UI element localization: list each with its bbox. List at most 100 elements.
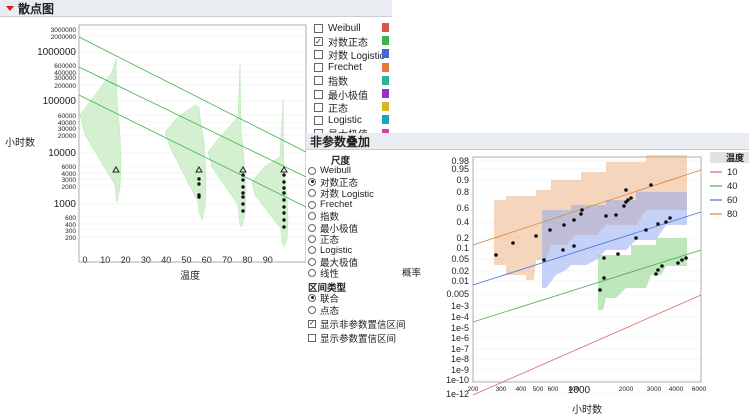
overlay-x-tick: 2000 <box>619 386 634 393</box>
scatter-y-tick: 4000 <box>62 171 77 178</box>
legend-label: 对数正态 <box>328 37 368 49</box>
scale-option-7[interactable]: Logistic <box>308 245 352 256</box>
radio-button[interactable] <box>308 257 316 266</box>
legend-item-4[interactable]: 指数 <box>314 74 348 88</box>
scatter-y-tick: 2000000 <box>51 34 77 41</box>
distribution-legend: Weibull ✓ 对数正态 对数 Logistic Frechet 指数 最小极值 正态 Lo… <box>314 21 392 141</box>
scale-option-0[interactable]: Weibull <box>308 165 351 176</box>
legend-item-6[interactable]: 正态 <box>314 100 348 115</box>
scale-option-8[interactable]: 最大极值 <box>308 256 358 269</box>
collapse-triangle-icon[interactable] <box>6 5 14 11</box>
checkbox[interactable] <box>308 333 316 342</box>
scatter-y-tick: 100000 <box>43 96 77 107</box>
legend-checkbox[interactable] <box>314 89 323 99</box>
legend-label: 80 <box>727 209 738 220</box>
overlay-x-tick: 300 <box>496 386 507 393</box>
overlay-x-tick: 1000 <box>568 385 591 396</box>
scatter-y-tick: 3000 <box>62 177 77 184</box>
interval-option-0[interactable]: 联合 <box>308 292 340 305</box>
scatter-y-tick: 2000 <box>62 184 77 191</box>
radio-button[interactable] <box>308 200 316 209</box>
scale-option-9[interactable]: 线性 <box>308 268 339 280</box>
legend-title: 温度 <box>726 152 745 163</box>
scatter-x-tick: 30 <box>141 255 151 265</box>
overlay-point <box>562 223 566 227</box>
overlay-point <box>644 228 648 232</box>
radio-button[interactable] <box>308 212 316 221</box>
legend-item-1[interactable]: ✓ 对数正态 <box>314 34 368 49</box>
scatter-y-tick: 3000000 <box>51 27 77 34</box>
scatter-ylabel: 小时数 <box>5 138 35 149</box>
overlay-y-tick: 0.4 <box>456 217 469 227</box>
overlay-x-tick: 800 <box>569 386 580 393</box>
radio-button[interactable] <box>308 177 316 186</box>
display-checkbox-0[interactable]: ✓ 显示非参数置信区间 <box>308 318 406 331</box>
overlay-y-tick: 0.6 <box>456 203 469 213</box>
legend-item-2[interactable]: 对数 Logistic <box>314 47 385 62</box>
scatter-y-tick: 300000 <box>54 75 76 82</box>
scatter-x-tick: 80 <box>242 255 252 265</box>
overlay-point <box>654 272 658 276</box>
radio-button[interactable] <box>308 269 316 278</box>
legend-checkbox[interactable] <box>314 115 323 125</box>
scatter-point <box>241 178 245 182</box>
scatter-points <box>197 173 286 229</box>
overlay-point <box>511 241 515 245</box>
overlay-point <box>561 248 565 252</box>
radio-button[interactable] <box>308 293 316 302</box>
overlay-y-tick: 0.05 <box>451 254 469 264</box>
overlay-x-tick: 400 <box>516 386 527 393</box>
legend-checkbox[interactable] <box>314 102 323 112</box>
radio-button[interactable] <box>308 166 316 175</box>
scatter-x-tick: 60 <box>202 255 212 265</box>
legend-checkbox[interactable] <box>314 63 323 73</box>
scatter-x-tick: 20 <box>121 255 131 265</box>
overlay-x-tick: 500 <box>533 386 544 393</box>
legend-label: 对数 Logistic <box>328 50 385 62</box>
scatter-y-tick: 200000 <box>54 83 76 90</box>
legend-color-swatch <box>382 23 389 32</box>
scale-option-2[interactable]: 对数 Logistic <box>308 188 374 200</box>
scatter-header[interactable]: 散点图 <box>0 0 392 17</box>
overlay-point <box>616 252 620 256</box>
legend-checkbox[interactable]: ✓ <box>314 36 323 46</box>
overlay-point <box>598 288 602 292</box>
scatter-point <box>282 211 286 215</box>
legend-item-5[interactable]: 最小极值 <box>314 87 368 102</box>
temperature-legend: 温度 10 40 60 80 <box>710 152 749 220</box>
overlay-y-tick: 0.98 <box>451 156 469 166</box>
option-label: 联合 <box>320 293 340 305</box>
display-checkbox-1[interactable]: 显示参数置信区间 <box>308 332 396 345</box>
scale-option-1[interactable]: 对数正态 <box>308 176 358 189</box>
option-label: Weibull <box>320 165 351 176</box>
scatter-y-tick: 200 <box>65 235 76 242</box>
scatter-point <box>241 191 245 195</box>
scale-option-6[interactable]: 正态 <box>308 233 339 246</box>
legend-checkbox[interactable] <box>314 23 323 33</box>
radio-button[interactable] <box>308 305 316 314</box>
overlay-header[interactable]: 非参数叠加 <box>306 133 749 150</box>
legend-item-3[interactable]: Frechet <box>314 61 362 75</box>
radio-button[interactable] <box>308 246 316 255</box>
scale-option-3[interactable]: Frechet <box>308 199 352 210</box>
option-label: Frechet <box>320 199 353 211</box>
overlay-y-tick: 1e-3 <box>451 301 469 311</box>
radio-button[interactable] <box>308 223 316 232</box>
radio-button[interactable] <box>308 189 316 198</box>
scale-option-4[interactable]: 指数 <box>308 211 339 223</box>
legend-checkbox[interactable] <box>314 49 323 59</box>
overlay-point <box>572 244 576 248</box>
scale-option-5[interactable]: 最小极值 <box>308 222 358 235</box>
interval-option-1[interactable]: 点态 <box>308 304 339 317</box>
option-label: 显示非参数置信区间 <box>320 319 406 331</box>
legend-item-7[interactable]: Logistic <box>314 113 362 127</box>
checkbox[interactable]: ✓ <box>308 319 316 328</box>
legend-item-0[interactable]: Weibull <box>314 21 361 35</box>
fit-line-80 <box>472 169 702 246</box>
scatter-density-shapes <box>79 58 289 248</box>
radio-button[interactable] <box>308 234 316 243</box>
scatter-x-tick: 40 <box>161 255 171 265</box>
legend-checkbox[interactable] <box>314 76 323 86</box>
scatter-point <box>282 218 286 222</box>
density-60 <box>207 64 247 228</box>
